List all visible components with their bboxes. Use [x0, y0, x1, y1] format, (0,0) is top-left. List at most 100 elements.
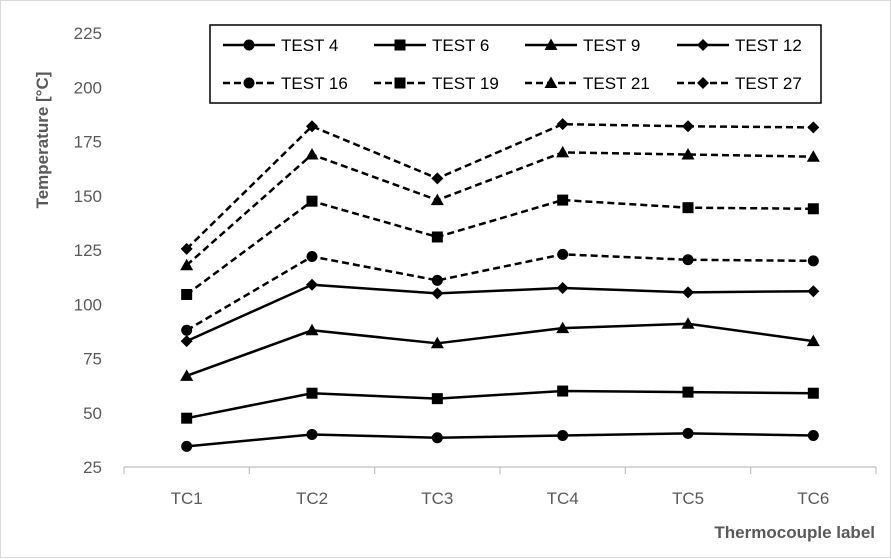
data-point — [807, 121, 820, 134]
data-point — [306, 387, 318, 399]
y-axis: 25 50 75 100 125 150 175 200 225 — [74, 24, 102, 477]
x-tick-label: TC4 — [547, 489, 579, 508]
data-point — [556, 145, 570, 158]
data-point — [556, 118, 569, 131]
series-group — [181, 194, 819, 300]
data-point — [431, 231, 443, 243]
series-line — [186, 322, 814, 378]
series-line — [185, 151, 814, 267]
legend-label: TEST 21 — [583, 74, 650, 93]
legend-marker — [697, 39, 709, 51]
legend-marker — [243, 77, 255, 89]
legend: TEST 4 TEST 6 TEST 9 TEST 12 TEST 16 TEST 19 T… — [209, 24, 822, 104]
series-group — [181, 385, 819, 424]
data-point — [557, 385, 569, 397]
data-point — [807, 430, 819, 442]
data-point — [306, 195, 318, 207]
y-tick-label: 100 — [74, 295, 102, 314]
data-point — [557, 248, 569, 260]
series-line — [185, 122, 814, 250]
data-point — [431, 287, 444, 300]
x-tick-label: TC1 — [171, 489, 203, 508]
legend-entry: TEST 4 — [223, 36, 338, 55]
y-tick-label: 225 — [74, 24, 102, 43]
y-tick-label: 50 — [83, 404, 102, 423]
data-point — [682, 386, 694, 398]
y-tick-label: 175 — [74, 133, 102, 152]
data-point — [305, 323, 319, 336]
x-axis: TC1 TC2 TC3 TC4 TC5 TC6 — [123, 466, 877, 508]
data-point — [180, 242, 193, 255]
y-tick-label: 150 — [74, 187, 102, 206]
legend-label: TEST 27 — [735, 74, 802, 93]
y-tick-label: 125 — [74, 241, 102, 260]
data-point — [806, 334, 820, 347]
legend-marker — [544, 76, 558, 88]
y-axis-title: Temperature [°C] — [33, 72, 52, 209]
legend-entry: TEST 27 — [677, 74, 802, 93]
series-group — [180, 118, 820, 255]
series-line — [186, 253, 814, 332]
data-point — [807, 387, 819, 399]
legend-marker — [697, 77, 709, 89]
legend-marker — [394, 39, 406, 51]
data-point — [556, 281, 569, 294]
data-point — [682, 202, 694, 214]
y-tick-label: 75 — [83, 350, 102, 369]
data-point — [682, 120, 694, 133]
series-group — [180, 317, 820, 381]
x-tick-label: TC5 — [672, 489, 704, 508]
legend-box — [209, 24, 822, 104]
data-point — [180, 335, 193, 348]
legend-label: TEST 9 — [583, 36, 640, 55]
legend-entry: TEST 21 — [525, 74, 650, 93]
data-point — [806, 150, 820, 162]
data-point — [557, 194, 569, 206]
legend-label: TEST 4 — [281, 36, 338, 55]
legend-label: TEST 16 — [281, 74, 348, 93]
data-point — [306, 120, 318, 133]
series-line — [186, 283, 814, 343]
data-point — [306, 428, 318, 440]
y-tick-label: 25 — [83, 458, 102, 477]
data-point — [681, 317, 695, 329]
x-axis-title: Thermocouple label — [714, 523, 875, 542]
data-point — [305, 148, 319, 160]
data-point — [557, 430, 569, 442]
legend-label: TEST 12 — [735, 36, 802, 55]
data-point — [431, 432, 443, 444]
data-point — [431, 274, 443, 286]
data-point — [181, 324, 193, 336]
data-point — [431, 172, 444, 185]
legend-entry: TEST 16 — [223, 74, 348, 93]
legend-entry: TEST 19 — [374, 74, 499, 93]
x-tick-label: TC6 — [797, 489, 829, 508]
legend-entry: TEST 12 — [677, 36, 802, 55]
data-point — [306, 251, 318, 263]
series-group — [180, 278, 820, 348]
data-point — [681, 148, 695, 160]
data-point — [431, 393, 443, 405]
legend-label: TEST 6 — [432, 36, 489, 55]
data-point — [682, 286, 694, 299]
data-point — [682, 427, 694, 439]
data-point — [556, 321, 570, 334]
x-tick-label: TC2 — [296, 489, 328, 508]
data-point — [180, 258, 194, 271]
series-group — [180, 145, 820, 271]
x-tick-label: TC3 — [421, 489, 453, 508]
data-point — [807, 285, 820, 298]
legend-marker — [544, 38, 558, 50]
legend-label: TEST 19 — [432, 74, 499, 93]
data-point — [181, 412, 193, 424]
series-group — [181, 248, 819, 336]
legend-marker — [243, 39, 255, 51]
series-layer — [180, 118, 820, 452]
y-tick-label: 200 — [74, 78, 102, 97]
data-point — [430, 336, 444, 349]
data-point — [682, 254, 694, 266]
series-line — [186, 432, 814, 448]
data-point — [807, 255, 819, 267]
data-point — [181, 288, 193, 300]
